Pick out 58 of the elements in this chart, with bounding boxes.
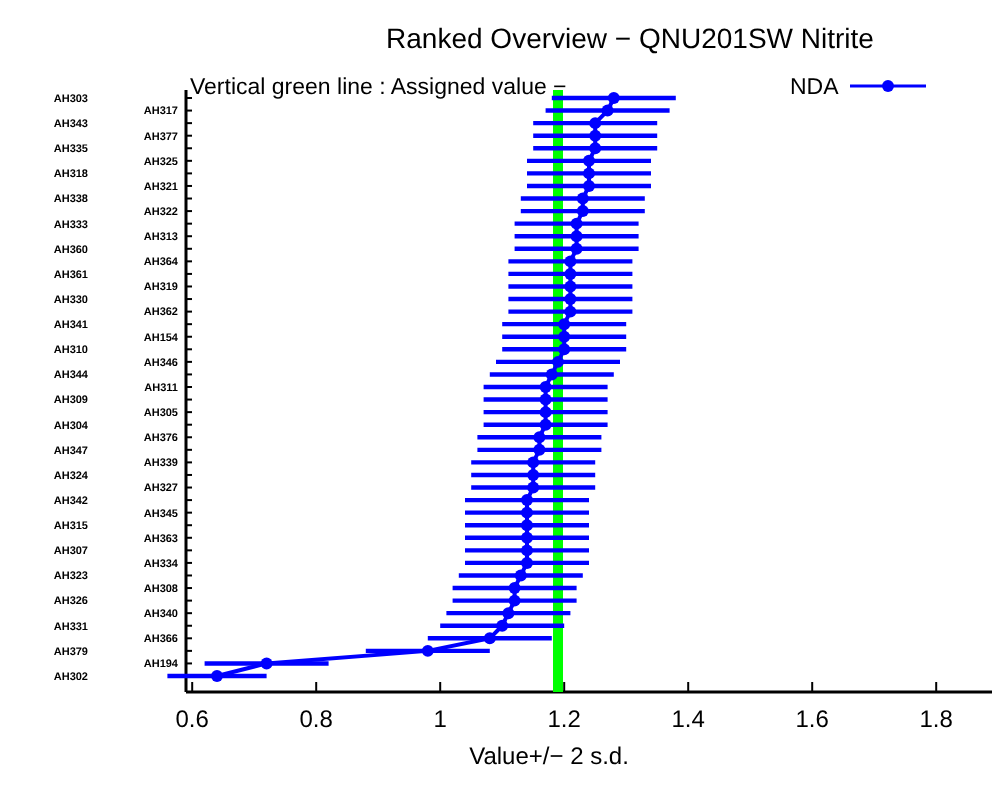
point (564, 255, 577, 268)
point (527, 456, 540, 469)
point (583, 180, 595, 192)
x-tick-label: 0.6 (175, 704, 210, 733)
point (483, 632, 496, 645)
point (583, 167, 595, 180)
x-tick-label: 1 (433, 704, 448, 733)
point (533, 431, 546, 444)
point (601, 104, 614, 117)
point (508, 582, 521, 594)
point (514, 569, 527, 582)
point (521, 519, 533, 532)
x-tick-label: 0.8 (299, 704, 334, 733)
point (533, 443, 546, 456)
x-axis-title: Value+/− 2 s.d. (469, 742, 629, 770)
point (211, 670, 223, 682)
point (502, 607, 515, 620)
point (564, 305, 577, 318)
point (583, 154, 595, 167)
x-tick-label: 1.2 (547, 704, 582, 733)
point (552, 355, 564, 368)
point (564, 293, 577, 305)
point (564, 280, 577, 293)
point (421, 644, 434, 657)
point (564, 267, 577, 280)
point (496, 619, 509, 632)
point (570, 230, 583, 243)
point (589, 142, 602, 155)
point (521, 556, 533, 569)
point (607, 92, 620, 104)
point (508, 594, 521, 607)
point (589, 117, 602, 130)
point (260, 657, 273, 670)
point (576, 192, 589, 205)
point (521, 506, 533, 519)
x-tick-label: 1.4 (671, 704, 706, 733)
point (527, 481, 540, 494)
x-tick-label: 1.6 (795, 704, 830, 733)
point (570, 217, 583, 230)
point (521, 531, 533, 544)
point (539, 406, 552, 419)
point (539, 418, 552, 431)
point (539, 393, 552, 406)
point (521, 544, 533, 557)
point (545, 368, 558, 381)
point (558, 330, 571, 343)
x-tick-label: 1.8 (919, 704, 954, 733)
chart-title: Ranked Overview − QNU201SW Nitrite (386, 22, 875, 54)
point (539, 381, 552, 393)
point (558, 318, 571, 331)
point (570, 242, 583, 255)
legend-label: NDA (790, 76, 840, 100)
point (589, 129, 602, 142)
annotation: Vertical green line : Assigned value − (190, 76, 568, 100)
point (527, 469, 540, 481)
point (558, 343, 571, 356)
point (576, 205, 589, 218)
point (521, 494, 533, 507)
